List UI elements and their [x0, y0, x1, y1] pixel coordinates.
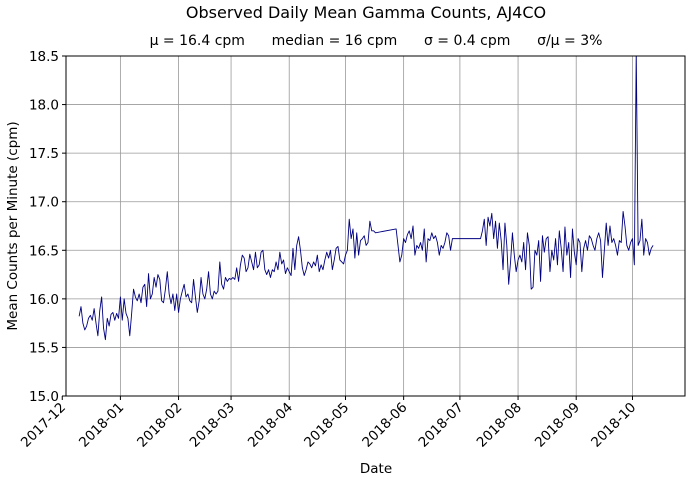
y-tick-label: 15.5	[29, 340, 59, 356]
y-tick-label: 16.5	[29, 243, 59, 259]
y-tick-label: 15.0	[29, 389, 59, 405]
chart-subtitle: μ = 16.4 cpm median = 16 cpm σ = 0.4 cpm…	[150, 33, 603, 49]
y-tick-label: 17.5	[29, 146, 59, 162]
chart-title: Observed Daily Mean Gamma Counts, AJ4CO	[186, 3, 546, 22]
y-tick-label: 17.0	[29, 195, 59, 211]
y-axis-label: Mean Counts per Minute (cpm)	[5, 121, 21, 330]
y-tick-label: 16.0	[29, 292, 59, 308]
y-axis-ticks: 15.0 15.5 16.0 16.5 17.0 17.5 18.0 18.5	[29, 49, 66, 405]
x-axis-label: Date	[360, 461, 392, 477]
data-series	[78, 56, 654, 341]
series-line	[78, 56, 654, 341]
plot-frame	[65, 55, 686, 397]
y-tick-label: 18.0	[29, 98, 59, 114]
y-tick-label: 18.5	[29, 49, 59, 65]
